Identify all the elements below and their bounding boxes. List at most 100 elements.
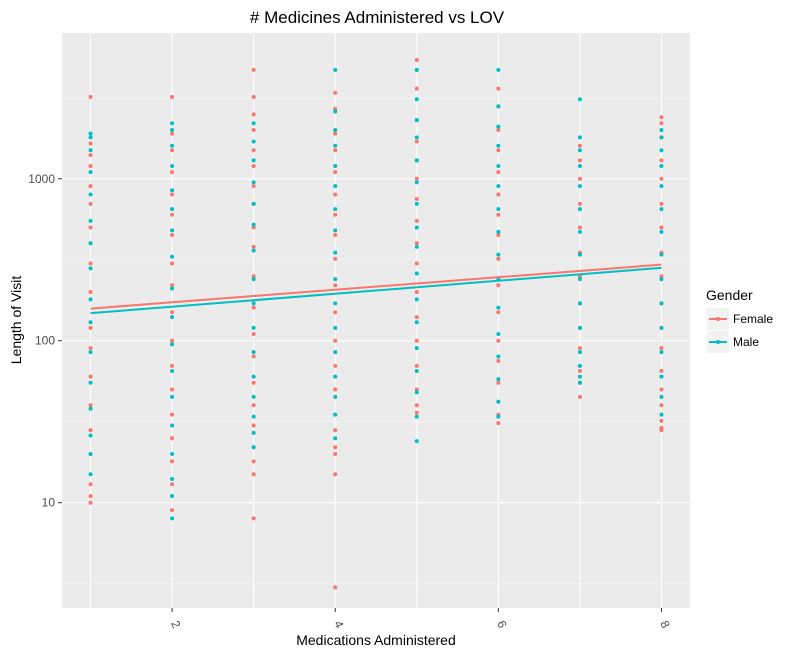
data-point-male xyxy=(577,301,582,306)
data-point-male xyxy=(577,380,582,385)
data-point-female xyxy=(659,201,664,206)
data-point-male xyxy=(659,229,664,234)
data-point-female xyxy=(333,310,338,315)
data-point-female xyxy=(333,170,338,175)
data-point-male xyxy=(170,494,175,499)
data-point-male xyxy=(659,207,664,212)
data-point-male xyxy=(333,277,338,282)
data-point-male xyxy=(414,369,419,374)
data-point-female xyxy=(414,261,419,266)
data-point-female xyxy=(577,369,582,374)
data-point-male xyxy=(414,135,419,140)
data-point-male xyxy=(414,118,419,123)
data-point-male xyxy=(170,207,175,212)
data-point-male xyxy=(659,184,664,189)
data-point-male xyxy=(170,451,175,456)
data-point-female xyxy=(170,261,175,266)
data-point-male xyxy=(414,439,419,444)
data-point-female xyxy=(88,153,93,158)
data-point-male xyxy=(659,128,664,133)
data-point-male xyxy=(170,228,175,233)
data-point-male xyxy=(333,394,338,399)
data-point-male xyxy=(333,67,338,72)
data-point-male xyxy=(496,163,501,168)
data-point-female xyxy=(88,494,93,499)
legend-point-female xyxy=(716,317,720,321)
legend-point-male xyxy=(716,340,720,344)
data-point-male xyxy=(333,350,338,355)
data-point-female xyxy=(414,338,419,343)
data-point-female xyxy=(496,148,501,153)
data-point-male xyxy=(251,394,256,399)
data-point-male xyxy=(496,332,501,337)
data-point-female xyxy=(88,325,93,330)
x-tick-label: 6 xyxy=(494,618,510,630)
data-point-male xyxy=(414,390,419,395)
data-point-female xyxy=(88,428,93,433)
data-point-female xyxy=(170,232,175,237)
data-point-male xyxy=(88,406,93,411)
data-point-female xyxy=(251,274,256,279)
data-point-male xyxy=(88,241,93,246)
data-point-male xyxy=(659,148,664,153)
data-point-male xyxy=(88,135,93,140)
data-point-female xyxy=(496,256,501,261)
data-point-male xyxy=(496,252,501,257)
data-point-female xyxy=(414,410,419,415)
data-point-female xyxy=(414,86,419,91)
data-point-female xyxy=(577,176,582,181)
data-point-female xyxy=(170,94,175,99)
data-point-male xyxy=(251,180,256,185)
data-point-female xyxy=(496,192,501,197)
data-point-female xyxy=(577,158,582,163)
data-point-male xyxy=(659,301,664,306)
data-point-male xyxy=(333,301,338,306)
data-point-female xyxy=(414,387,419,392)
data-point-female xyxy=(496,212,501,217)
data-point-male xyxy=(577,363,582,368)
data-point-female xyxy=(170,170,175,175)
data-point-female xyxy=(170,363,175,368)
y-tick-label: 1000 xyxy=(28,172,55,186)
data-point-female xyxy=(333,232,338,237)
data-point-female xyxy=(414,176,419,181)
legend-entries: Female Male xyxy=(707,308,773,353)
data-point-male xyxy=(333,163,338,168)
data-point-male xyxy=(170,315,175,320)
data-point-female xyxy=(659,387,664,392)
data-point-female xyxy=(659,369,664,374)
data-point-female xyxy=(414,197,419,202)
data-point-female xyxy=(414,289,419,294)
data-point-male xyxy=(170,286,175,291)
data-point-female xyxy=(170,338,175,343)
x-tick-label: 4 xyxy=(331,618,347,630)
data-point-male xyxy=(414,414,419,419)
data-point-female xyxy=(251,305,256,310)
data-point-male xyxy=(170,516,175,521)
data-point-male xyxy=(659,350,664,355)
y-tick-label: 100 xyxy=(35,334,55,348)
chart-title: # Medicines Administered vs LOV xyxy=(250,8,505,27)
legend: Gender Female Male xyxy=(706,287,773,353)
data-point-female xyxy=(170,436,175,441)
data-point-female xyxy=(333,338,338,343)
data-point-female xyxy=(251,354,256,359)
data-point-male xyxy=(170,477,175,482)
data-point-female xyxy=(333,363,338,368)
data-point-female xyxy=(659,274,664,279)
data-point-female xyxy=(496,338,501,343)
data-point-female xyxy=(577,394,582,399)
data-point-female xyxy=(333,387,338,392)
data-point-male xyxy=(577,97,582,102)
data-point-female xyxy=(251,128,256,133)
data-point-female xyxy=(577,201,582,206)
data-point-female xyxy=(88,346,93,351)
data-point-female xyxy=(251,67,256,72)
data-point-male xyxy=(251,374,256,379)
data-point-female xyxy=(333,90,338,95)
data-point-male xyxy=(577,325,582,330)
trend-lines xyxy=(90,263,662,315)
data-point-male xyxy=(88,451,93,456)
data-point-female xyxy=(333,451,338,456)
